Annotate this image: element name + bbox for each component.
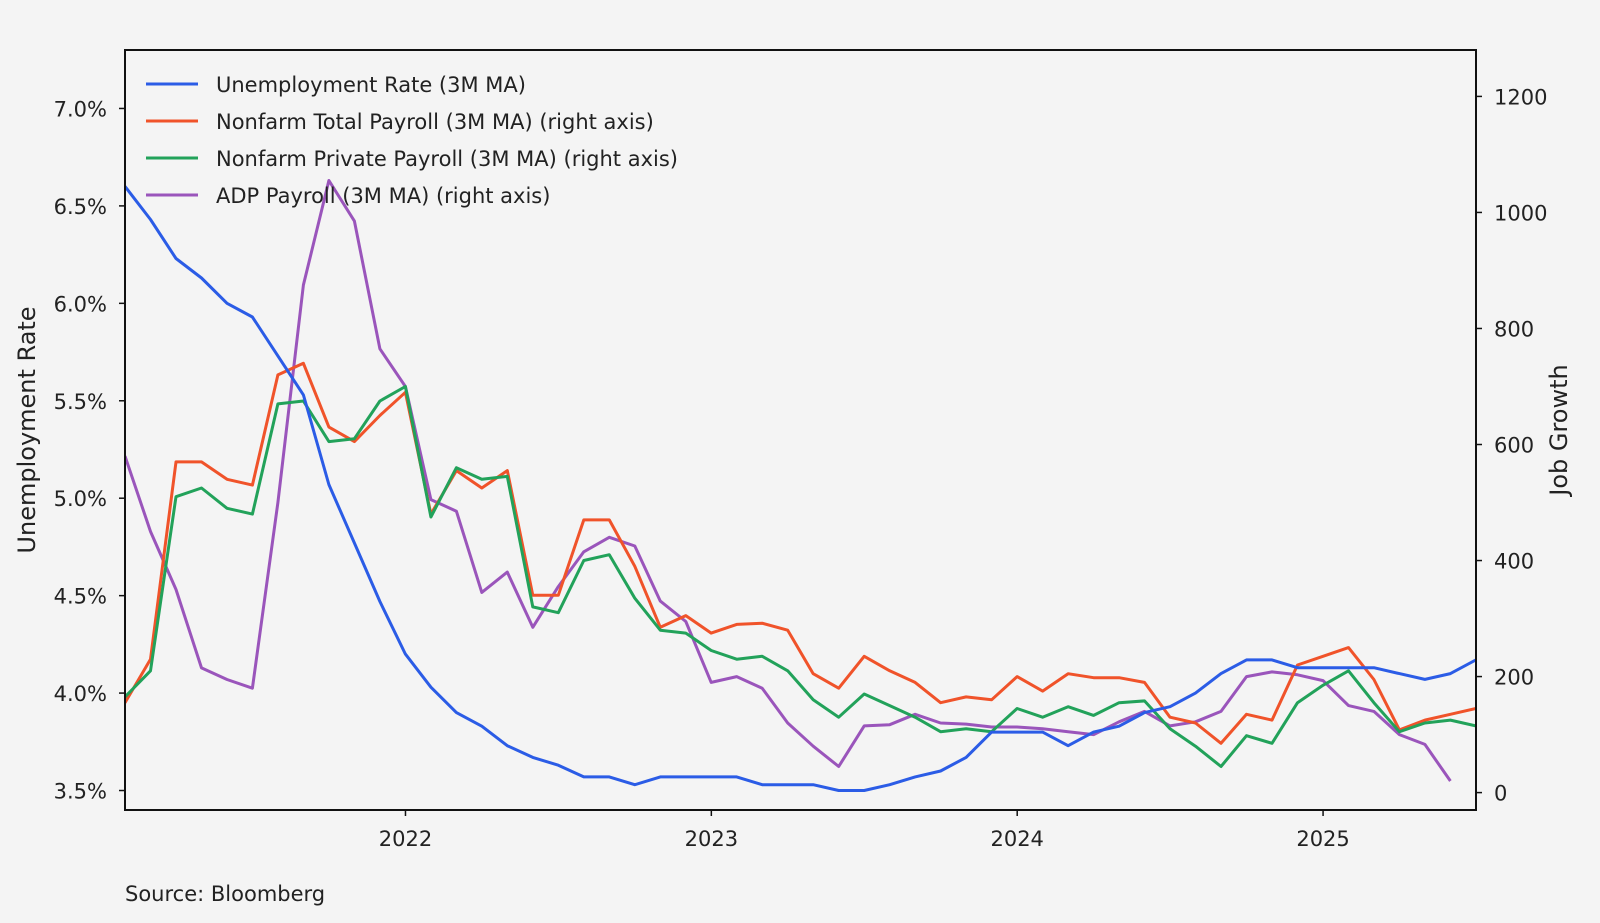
x-tick-label: 2024: [990, 827, 1043, 851]
legend-label: Unemployment Rate (3M MA): [216, 73, 526, 97]
series-line-2: [125, 385, 1476, 768]
legend-label: Nonfarm Total Payroll (3M MA) (right axi…: [216, 110, 654, 134]
x-tick-label: 2022: [379, 827, 432, 851]
y-left-tick-label: 7.0%: [54, 97, 107, 121]
y-left-tick-label: 6.0%: [54, 292, 107, 316]
legend-label: ADP Payroll (3M MA) (right axis): [216, 184, 550, 208]
y-right-tick-label: 600: [1494, 434, 1534, 458]
series-line-0: [125, 185, 1476, 792]
y-left-tick-label: 4.0%: [54, 682, 107, 706]
series-layer: [125, 179, 1476, 792]
y-left-tick-label: 5.5%: [54, 390, 107, 414]
y-left-tick-label: 5.0%: [54, 487, 107, 511]
series-line-3: [125, 179, 1452, 782]
y-right-tick-label: 0: [1494, 782, 1507, 806]
y-left-axis-title: Unemployment Rate: [13, 306, 41, 553]
y-left-tick-label: 6.5%: [54, 195, 107, 219]
y-right-tick-label: 200: [1494, 666, 1534, 690]
legend-label: Nonfarm Private Payroll (3M MA) (right a…: [216, 147, 678, 171]
series-line-1: [125, 361, 1476, 745]
y-left-tick-label: 3.5%: [54, 780, 107, 804]
y-right-tick-label: 1000: [1494, 201, 1547, 225]
plot-frame: [124, 49, 1477, 811]
y-left-tick-label: 4.5%: [54, 585, 107, 609]
source-note: Source: Bloomberg: [125, 882, 326, 906]
y-right-tick-label: 1200: [1494, 85, 1547, 109]
y-right-tick-label: 800: [1494, 317, 1534, 341]
x-tick-label: 2025: [1296, 827, 1349, 851]
x-tick-label: 2023: [685, 827, 738, 851]
y-right-axis-title: Job Growth: [1545, 364, 1573, 498]
legend: Unemployment Rate (3M MA) Nonfarm Total P…: [146, 73, 678, 208]
y-right-tick-label: 400: [1494, 550, 1534, 574]
